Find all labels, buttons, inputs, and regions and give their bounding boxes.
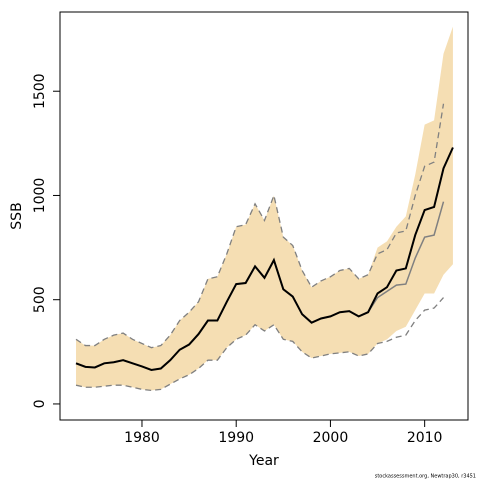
- y-tick-label: 1000: [32, 178, 48, 214]
- y-axis-label: SSB: [9, 202, 25, 229]
- estimate-line: [75, 147, 454, 371]
- x-tick-label: 2010: [407, 430, 443, 446]
- plot-frame: [59, 11, 469, 421]
- footnote: stockassessment.org, Newtrap30, r3451: [375, 474, 476, 480]
- y-tick-label: 1500: [32, 73, 48, 109]
- bound-line: [75, 103, 445, 349]
- confidence-band: [76, 26, 453, 391]
- y-tick-label: 0: [32, 399, 48, 408]
- x-tick-label: 1990: [218, 430, 254, 446]
- x-axis-label: Year: [248, 453, 279, 469]
- x-tick-label: 1980: [124, 430, 160, 446]
- x-tick-label: 2000: [313, 430, 349, 446]
- y-tick-label: 500: [32, 286, 48, 313]
- bound-line: [75, 297, 444, 392]
